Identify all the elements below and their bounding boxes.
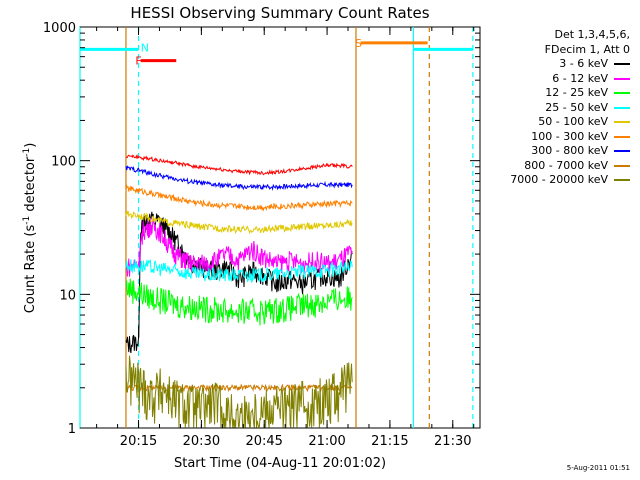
legend-entry-label: 3 - 6 keV bbox=[559, 57, 608, 70]
legend-swatch bbox=[614, 150, 630, 153]
legend-swatch bbox=[614, 135, 630, 138]
legend-entry-label: 50 - 100 keV bbox=[538, 115, 608, 128]
legend-swatch bbox=[614, 179, 630, 182]
y-axis-label: Count Rate (s-1 detector-1) bbox=[22, 143, 38, 314]
flag-label: F bbox=[135, 55, 141, 68]
series-line bbox=[125, 383, 353, 393]
legend-swatch bbox=[614, 63, 630, 66]
x-tick-label: 20:45 bbox=[245, 434, 282, 449]
y-tick-label: 10 bbox=[59, 288, 76, 303]
chart-title: HESSI Observing Summary Count Rates bbox=[130, 4, 429, 22]
series-line bbox=[125, 183, 353, 212]
legend-swatch bbox=[614, 106, 630, 109]
legend-swatch bbox=[614, 164, 630, 167]
legend-entry: 800 - 7000 keV bbox=[478, 159, 630, 174]
y-axis-label-sup: -1 bbox=[22, 216, 32, 225]
generation-timestamp: 5-Aug-2011 01:51 bbox=[566, 464, 630, 472]
x-tick-label: 21:15 bbox=[371, 434, 408, 449]
legend-header-line-2: FDecim 1, Att 0 bbox=[544, 42, 630, 56]
x-tick-label: 21:00 bbox=[308, 434, 345, 449]
legend-entry: 3 - 6 keV bbox=[478, 57, 630, 72]
flag-label: S bbox=[355, 37, 362, 50]
legend-entries: 3 - 6 keV 6 - 12 keV 12 - 25 keV 25 - 50 ke… bbox=[478, 57, 630, 188]
legend-header-line-1: Det 1,3,4,5,6, bbox=[554, 28, 630, 41]
series-line bbox=[125, 165, 353, 191]
series-line bbox=[125, 210, 353, 235]
legend-entry: 25 - 50 keV bbox=[478, 101, 630, 116]
series-line bbox=[125, 278, 353, 326]
y-axis-label-part: Count Rate (s bbox=[23, 225, 38, 314]
legend-entry-label: 7000 - 20000 keV bbox=[510, 173, 608, 186]
legend-entry: 300 - 800 keV bbox=[478, 144, 630, 159]
legend-entry-label: 12 - 25 keV bbox=[545, 86, 608, 99]
legend-entry: 6 - 12 keV bbox=[478, 72, 630, 87]
series-line bbox=[125, 259, 353, 284]
plot-frame bbox=[79, 26, 481, 429]
y-axis-label-end: ) bbox=[23, 143, 38, 148]
legend: Det 1,3,4,5,6, FDecim 1, Att 0 3 - 6 keV… bbox=[478, 28, 630, 188]
plot-layer: NF S bbox=[79, 27, 474, 430]
legend-entry: 50 - 100 keV bbox=[478, 115, 630, 130]
legend-swatch bbox=[614, 121, 630, 124]
legend-entry-label: 6 - 12 keV bbox=[552, 71, 608, 85]
y-tick-label: 100 bbox=[51, 155, 76, 170]
y-tick-label: 1000 bbox=[43, 21, 76, 36]
x-axis-label: Start Time (04-Aug-11 20:01:02) bbox=[174, 456, 386, 471]
legend-entry-label: 300 - 800 keV bbox=[531, 144, 608, 157]
legend-entry-label: 25 - 50 keV bbox=[545, 100, 608, 114]
legend-entry-label: 100 - 300 keV bbox=[531, 129, 608, 143]
legend-entry: 100 - 300 keV bbox=[478, 130, 630, 145]
y-tick-label: 1 bbox=[68, 422, 76, 437]
y-axis-label-mid: detector bbox=[23, 156, 38, 216]
legend-swatch bbox=[614, 92, 630, 95]
legend-entry: 12 - 25 keV bbox=[478, 86, 630, 101]
flag-label: N bbox=[141, 42, 149, 55]
x-tick-label: 21:30 bbox=[434, 434, 471, 449]
legend-swatch bbox=[614, 77, 630, 80]
series-line bbox=[125, 154, 353, 176]
x-tick-label: 20:15 bbox=[120, 434, 157, 449]
legend-entry-label: 800 - 7000 keV bbox=[524, 158, 608, 172]
series-line bbox=[125, 355, 353, 430]
legend-entry: 7000 - 20000 keV bbox=[478, 173, 630, 188]
x-tick-label: 20:30 bbox=[183, 434, 220, 449]
y-axis-label-sup: -1 bbox=[22, 148, 32, 157]
axis-layer: 20:15 20:30 20:45 21:00 21:15 21:30 1 10 100 1000 bbox=[43, 21, 480, 449]
